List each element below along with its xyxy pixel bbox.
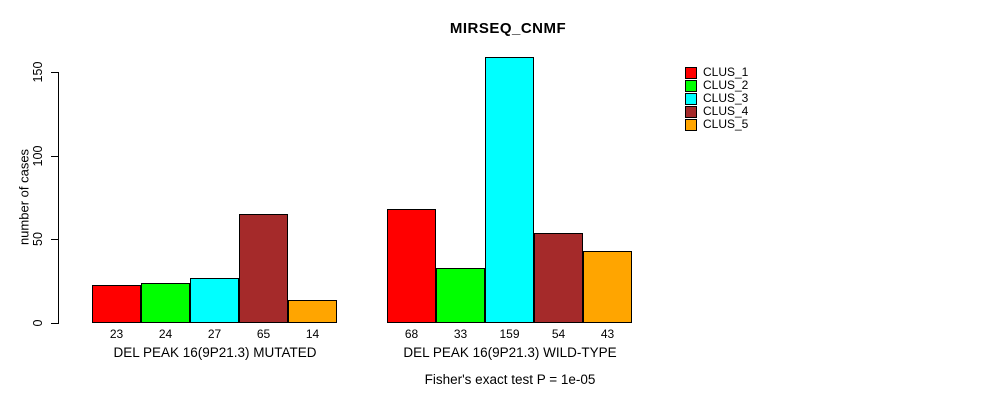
bar-clus-5 [288, 300, 337, 323]
legend: CLUS_1 CLUS_2 CLUS_3 CLUS_4 CLUS_5 [685, 66, 748, 131]
legend-item: CLUS_5 [685, 118, 748, 131]
bar-clus-3 [485, 57, 534, 323]
bar-clus-5 [583, 251, 632, 323]
bar-value-label: 33 [453, 327, 468, 341]
fisher-test-footnote: Fisher's exact test P = 1e-05 [424, 372, 596, 387]
y-tick-mark [51, 72, 58, 73]
y-tick-mark [51, 156, 58, 157]
legend-swatch [685, 79, 697, 92]
y-tick-mark [51, 239, 58, 240]
legend-item: CLUS_3 [685, 92, 748, 105]
bar-value-label: 43 [600, 327, 615, 341]
bar-clus-2 [141, 283, 190, 323]
legend-swatch [685, 105, 697, 118]
y-tick-label: 150 [31, 61, 45, 83]
bar-value-label: 24 [158, 327, 173, 341]
legend-label: CLUS_5 [703, 117, 749, 131]
legend-swatch [685, 118, 697, 131]
legend-label: CLUS_4 [703, 104, 749, 118]
legend-item: CLUS_2 [685, 79, 748, 92]
bar-value-label: 54 [551, 327, 566, 341]
bar-clus-4 [239, 214, 288, 323]
legend-swatch [685, 92, 697, 105]
bar-clus-2 [436, 268, 485, 323]
legend-swatch [685, 66, 697, 79]
legend-label: CLUS_1 [703, 65, 749, 79]
group-label-wild-type: DEL PEAK 16(9P21.3) WILD-TYPE [403, 345, 617, 360]
bar-clus-3 [190, 278, 239, 323]
bar-value-label: 159 [499, 327, 520, 341]
bar-value-label: 27 [207, 327, 222, 341]
group-label-mutated: DEL PEAK 16(9P21.3) MUTATED [113, 345, 317, 360]
legend-item: CLUS_4 [685, 105, 748, 118]
legend-label: CLUS_3 [703, 91, 749, 105]
y-tick-label: 0 [31, 319, 45, 327]
bar-value-label: 14 [305, 327, 320, 341]
bar-value-label: 23 [109, 327, 124, 341]
bar-value-label: 68 [404, 327, 419, 341]
chart-title: MIRSEQ_CNMF [449, 20, 567, 37]
legend-item: CLUS_1 [685, 66, 748, 79]
bar-clus-1 [92, 285, 141, 323]
y-tick-label: 100 [31, 145, 45, 167]
y-axis-line [58, 72, 59, 324]
y-tick-label: 50 [31, 232, 45, 246]
bar-clus-4 [534, 233, 583, 323]
y-tick-mark [51, 323, 58, 324]
bar-value-label: 65 [256, 327, 271, 341]
bar-clus-1 [387, 209, 436, 323]
legend-label: CLUS_2 [703, 78, 749, 92]
